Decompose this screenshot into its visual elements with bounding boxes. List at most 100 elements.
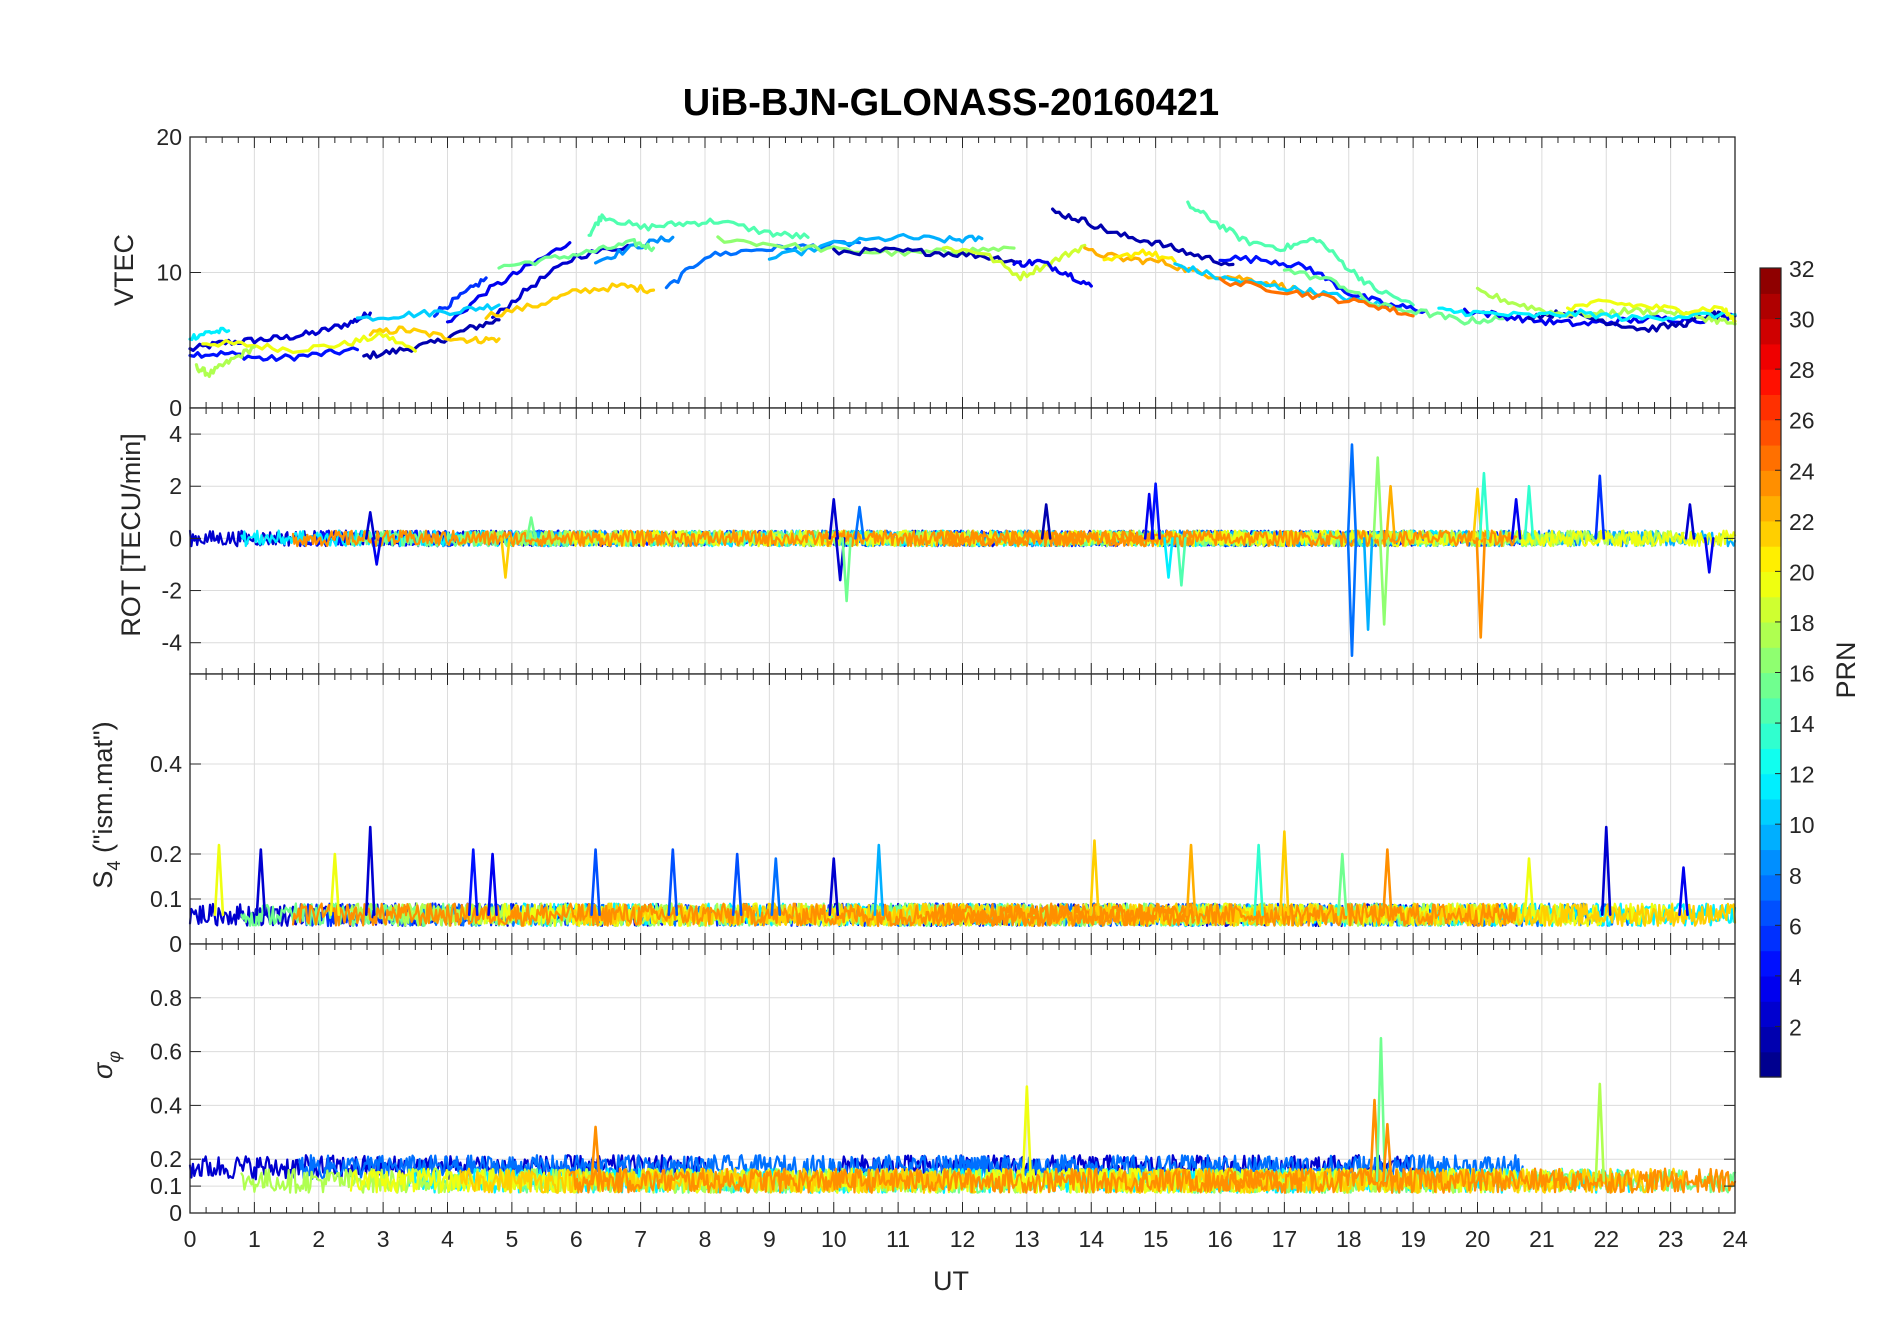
spike <box>371 537 382 566</box>
spike <box>854 505 865 540</box>
rot-label: ROT [TECU/min] <box>116 433 146 637</box>
chart-title: UiB-BJN-GLONASS-20160421 <box>683 82 1219 124</box>
series-line <box>497 238 656 270</box>
spike <box>770 857 782 917</box>
panel-vtec: 0 10 20 <box>156 124 1737 421</box>
spike <box>1185 843 1197 917</box>
x-tick-label: 14 <box>1078 1226 1104 1252</box>
colorbar-tick-label: 12 <box>1789 762 1815 788</box>
spike <box>213 843 225 917</box>
spike <box>1176 537 1187 587</box>
spike <box>364 511 376 540</box>
x-tick-label: 23 <box>1658 1226 1684 1252</box>
colorbar-swatch <box>1760 318 1781 345</box>
series-line <box>935 529 1518 548</box>
series-line <box>368 325 501 345</box>
colorbar-swatch <box>1760 773 1781 800</box>
ticks-sigma <box>189 944 1736 1214</box>
colorbar-swatch <box>1760 546 1781 572</box>
s4-label-main: S <box>88 871 118 889</box>
x-axis-label: UT <box>933 1266 969 1296</box>
colorbar-swatch <box>1760 495 1781 522</box>
series-line <box>484 282 656 320</box>
x-tick-label: 4 <box>441 1226 454 1252</box>
x-tick-label: 17 <box>1272 1226 1298 1252</box>
colorbar-tick-label: 30 <box>1789 307 1815 333</box>
colorbar-tick-label: 10 <box>1789 812 1815 838</box>
spike <box>1372 456 1384 540</box>
series-line <box>1051 207 1235 267</box>
series-line <box>188 311 372 352</box>
colorbar-swatch <box>1760 470 1781 497</box>
spike <box>1703 537 1715 574</box>
s4-label-sub: 4 <box>104 861 124 871</box>
colorbar-swatch <box>1760 621 1781 648</box>
series-line <box>355 303 501 322</box>
spike <box>1337 852 1348 917</box>
spike <box>1253 843 1264 917</box>
spike <box>1382 1122 1393 1183</box>
spike <box>500 537 511 579</box>
spike <box>873 843 885 917</box>
spike <box>1163 537 1174 579</box>
colorbar-tick-label: 26 <box>1789 408 1815 434</box>
ticks-rot <box>189 408 1736 674</box>
x-tick-label: 5 <box>505 1226 518 1252</box>
colorbar-swatch <box>1760 849 1781 876</box>
series-line <box>568 1167 1279 1194</box>
sigma-label-main: σ <box>88 1061 118 1079</box>
colorbar-swatch <box>1760 697 1781 724</box>
spike <box>1678 866 1689 917</box>
series-line <box>941 243 1087 282</box>
series-line <box>362 318 501 360</box>
colorbar-tick-label: 28 <box>1789 357 1815 383</box>
y-tick-label: 0.1 <box>150 1173 182 1199</box>
colorbar-swatch <box>1760 900 1781 926</box>
sigma-label: σφ <box>88 1051 124 1079</box>
y-label-sigma: σφ <box>88 1051 124 1079</box>
spike <box>467 848 479 917</box>
colorbar-swatch <box>1760 1051 1781 1078</box>
series-line <box>1218 276 1415 318</box>
s4-label: S4 ("ism.mat") <box>88 721 124 888</box>
colorbar-swatch <box>1760 798 1781 825</box>
colorbar-swatch <box>1760 343 1781 370</box>
series-line <box>664 239 862 290</box>
x-tick-label: 24 <box>1722 1226 1748 1252</box>
series-line <box>1437 306 1737 322</box>
series-line <box>1102 248 1177 264</box>
colorbar-swatch <box>1760 520 1781 547</box>
y-tick-label: 0.4 <box>150 1092 182 1118</box>
spike <box>1021 1085 1033 1183</box>
y-tick-label: 0.2 <box>150 841 182 867</box>
series-line <box>587 213 810 240</box>
colorbar-tick-label: 2 <box>1789 1014 1802 1040</box>
y-label-rot: ROT [TECU/min] <box>116 433 146 637</box>
series-line <box>188 346 359 362</box>
colorbar-swatch <box>1760 975 1781 1002</box>
colorbar-swatch <box>1760 874 1781 901</box>
series-line <box>1475 286 1737 326</box>
colorbar-tick-label: 24 <box>1789 458 1815 484</box>
series-line <box>935 902 1518 927</box>
series-line <box>1282 267 1505 326</box>
spike <box>1594 1082 1606 1183</box>
spike <box>1475 537 1487 639</box>
x-tick-label: 1 <box>248 1226 261 1252</box>
data-rot <box>188 443 1737 658</box>
spike <box>667 848 679 917</box>
colorbar-tick-label: 20 <box>1789 559 1815 585</box>
colorbar-swatch <box>1760 824 1781 851</box>
ticks-vtec <box>189 136 1736 409</box>
colorbar-tick-label: 16 <box>1789 661 1815 687</box>
colorbar-swatch <box>1760 925 1781 952</box>
colorbar-swatch <box>1760 1026 1781 1053</box>
data-s4 <box>188 825 1737 928</box>
series-line <box>832 1154 1415 1181</box>
spike <box>841 537 852 603</box>
y-tick-label: 10 <box>156 260 182 286</box>
colorbar-tick-label: 4 <box>1789 964 1802 990</box>
sigma-label-sub: φ <box>104 1051 124 1063</box>
data-sigma <box>188 1036 1737 1194</box>
